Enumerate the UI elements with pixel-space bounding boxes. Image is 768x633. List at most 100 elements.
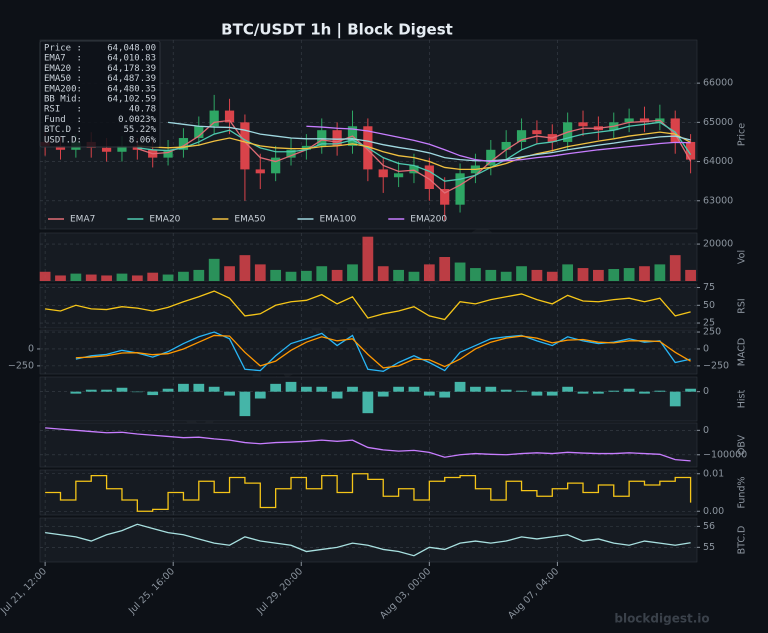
bar — [301, 386, 312, 392]
bar — [193, 269, 205, 281]
bar — [331, 269, 343, 281]
series-line — [137, 119, 692, 194]
bar — [454, 381, 466, 392]
candle-body — [317, 130, 327, 146]
info-value: 64,178.39 — [107, 64, 156, 74]
candle-body — [55, 145, 66, 150]
info-label: EMA50 : — [44, 74, 82, 84]
info-value: 64,480.35 — [107, 84, 156, 94]
bar — [439, 391, 451, 398]
candle-body — [685, 141, 696, 160]
candle-body — [286, 149, 296, 158]
legend-label: EMA50 — [234, 215, 265, 225]
bar — [562, 386, 574, 392]
bar — [377, 391, 389, 397]
series-line — [75, 331, 691, 372]
bar — [623, 388, 635, 392]
bar — [116, 387, 128, 392]
bar — [623, 268, 635, 281]
bar — [546, 391, 558, 396]
bar — [162, 388, 174, 392]
candle-body — [455, 173, 465, 205]
bar — [285, 381, 297, 392]
bar — [147, 272, 159, 281]
candle-body — [240, 122, 250, 170]
bar — [516, 390, 527, 392]
series-line — [167, 121, 691, 162]
bar — [577, 268, 589, 281]
bar — [347, 386, 358, 392]
bar — [70, 273, 82, 281]
candle-body — [424, 165, 434, 190]
bar — [131, 275, 143, 281]
candle-body — [194, 126, 204, 139]
candle-body — [409, 165, 419, 174]
candle-body — [486, 149, 496, 166]
series-line — [45, 290, 691, 321]
bar — [239, 255, 251, 281]
y-tick-label: 55 — [703, 542, 715, 553]
y-tick-label: 0 — [703, 425, 709, 436]
info-label: BB Mid: — [44, 95, 82, 105]
info-value: 0.0023% — [118, 115, 157, 125]
bar — [362, 236, 374, 281]
y-tick-label: −250 — [8, 360, 34, 371]
y-tick-label: 20000 — [703, 239, 733, 250]
info-box-frame — [39, 40, 161, 148]
info-label: EMA7 : — [44, 54, 82, 64]
bar — [70, 391, 82, 394]
series-line — [45, 473, 692, 512]
y-tick-label: 56 — [703, 521, 715, 532]
bar — [500, 389, 512, 392]
bar — [593, 269, 604, 281]
bar — [270, 383, 282, 392]
y-tick-label: 25 — [703, 318, 715, 329]
bar — [485, 269, 497, 281]
bar — [331, 391, 343, 399]
info-box: Price : 64,048.00 EMA7 : 64,010.83 EMA20 : 64… — [39, 40, 161, 148]
bar — [470, 268, 481, 281]
series-line — [45, 427, 691, 462]
candle-body — [378, 169, 388, 178]
bar — [224, 266, 235, 281]
y-axis-label: Vol — [737, 250, 748, 264]
bar — [639, 266, 650, 281]
info-label: Price : — [44, 44, 82, 54]
footer-watermark: blockdigest.io — [614, 612, 709, 626]
bar — [316, 266, 328, 281]
y-axis-label: MACD — [737, 338, 748, 366]
legend-label: EMA200 — [410, 215, 447, 225]
bar — [347, 264, 358, 281]
bar — [408, 386, 420, 392]
bar — [608, 269, 620, 281]
bar — [208, 258, 220, 281]
candle-body — [224, 110, 235, 123]
bar — [393, 269, 404, 281]
series-line — [75, 334, 691, 369]
bar — [178, 271, 189, 281]
bar — [270, 269, 282, 281]
bar — [239, 391, 251, 417]
bar — [454, 262, 466, 281]
bar — [55, 275, 66, 281]
candle-body — [639, 118, 650, 123]
bar — [685, 388, 696, 392]
candle-body — [624, 118, 634, 123]
y-tick-label: −250 — [703, 360, 729, 371]
candle-body — [393, 173, 404, 178]
y-tick-label: 0 — [703, 386, 709, 397]
y-tick-label: 63000 — [703, 195, 733, 206]
y-axis-label: OBV — [737, 434, 748, 455]
info-value: 55.22% — [123, 125, 156, 135]
candle-body — [516, 130, 527, 142]
legend-label: EMA7 — [70, 215, 95, 225]
info-value: 64,102.59 — [107, 95, 156, 105]
info-value: 64,487.39 — [107, 74, 156, 84]
bar — [423, 264, 435, 281]
y-tick-label: 0 — [28, 343, 34, 354]
bar — [301, 270, 312, 281]
panel-background — [39, 283, 698, 329]
y-tick-label: 75 — [703, 282, 715, 293]
bar — [224, 391, 235, 396]
